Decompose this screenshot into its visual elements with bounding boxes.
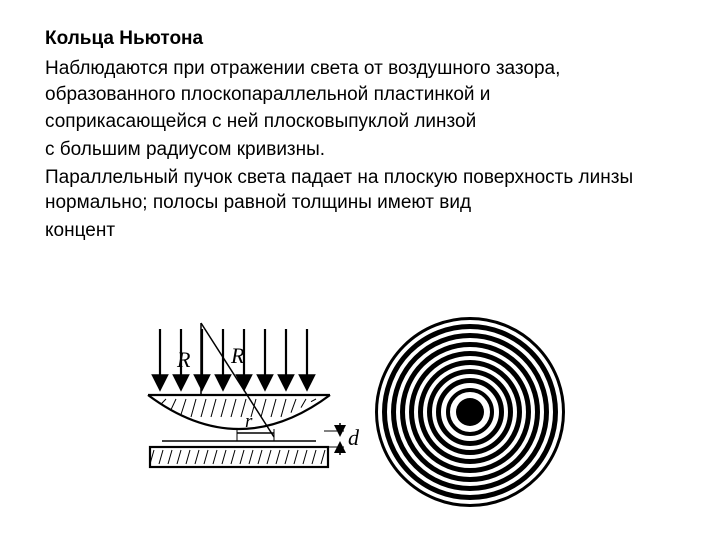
rings-diagram (375, 317, 570, 512)
paragraph-1: Наблюдаются при отражении света от возду… (45, 56, 675, 107)
svg-text:R: R (230, 343, 245, 368)
paragraph-3: с большим радиусом кривизны. (45, 137, 675, 163)
paragraph-4: Параллельный пучок света падает на плоск… (45, 165, 675, 216)
paragraph-5: концент (45, 218, 675, 244)
diagram-container: R Rr d (140, 325, 600, 525)
paragraph-2: соприкасающейся с ней плосковыпуклой лин… (45, 109, 675, 135)
heading: Кольца Ньютона (45, 28, 675, 50)
lens-diagram: R Rr d (140, 325, 360, 515)
svg-text:r: r (245, 411, 253, 432)
svg-text:d: d (348, 425, 360, 450)
svg-text:R: R (176, 347, 191, 372)
